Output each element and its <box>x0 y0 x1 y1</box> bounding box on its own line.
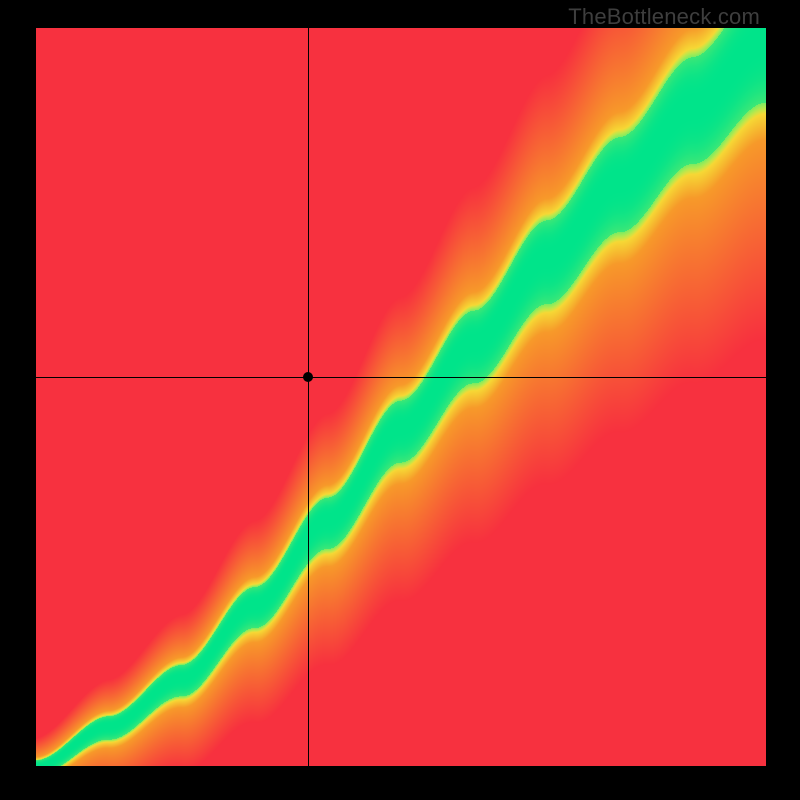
heatmap-canvas <box>36 28 766 766</box>
crosshair-marker <box>303 372 313 382</box>
plot-area <box>36 28 766 766</box>
watermark-text: TheBottleneck.com <box>568 4 760 30</box>
crosshair-horizontal <box>36 377 766 378</box>
chart-container: TheBottleneck.com <box>0 0 800 800</box>
crosshair-vertical <box>308 28 309 766</box>
